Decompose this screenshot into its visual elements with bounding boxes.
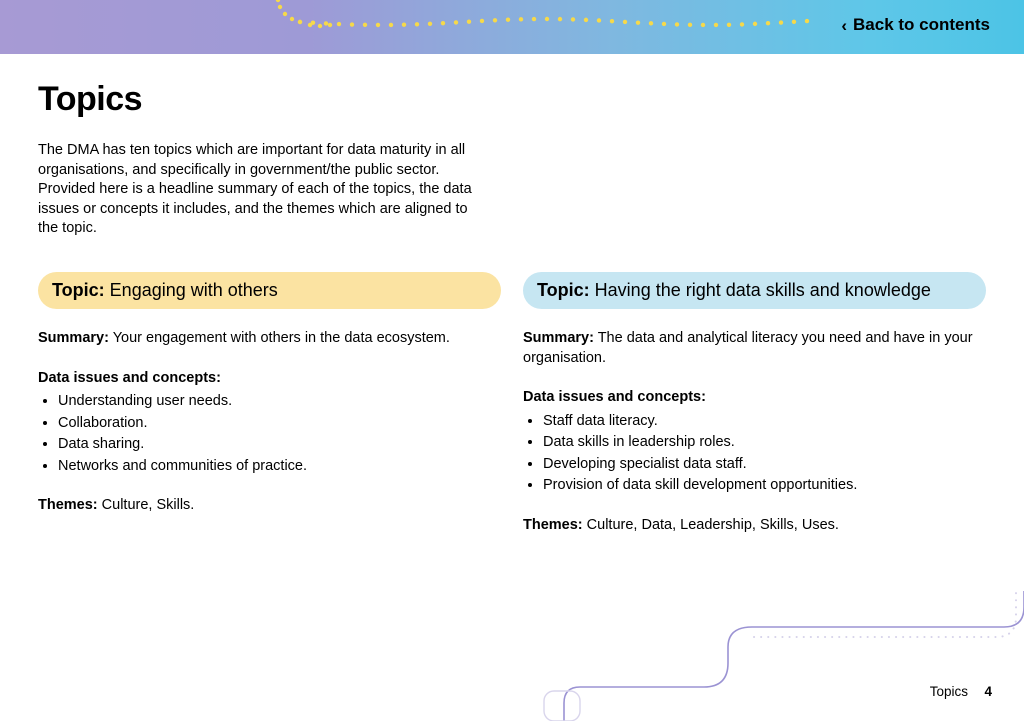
chevron-left-icon: ‹: [841, 17, 847, 34]
content-area: Topics The DMA has ten topics which are …: [38, 80, 986, 239]
issues-section: Data issues and concepts: Understanding …: [38, 369, 501, 477]
topic-columns: Topic: Engaging with others Summary: You…: [38, 272, 986, 536]
topic-pill: Topic: Engaging with others: [38, 272, 501, 309]
summary-section: Summary: The data and analytical literac…: [523, 329, 986, 368]
intro-paragraph: The DMA has ten topics which are importa…: [38, 141, 478, 239]
issues-label: Data issues and concepts:: [523, 388, 986, 408]
topic-pill-label: Topic:: [52, 280, 105, 300]
issues-section: Data issues and concepts: Staff data lit…: [523, 388, 986, 496]
summary-text: Your engagement with others in the data …: [113, 330, 450, 346]
back-link-label: Back to contents: [853, 15, 990, 35]
list-item: Data skills in leadership roles.: [543, 433, 986, 453]
summary-label: Summary:: [523, 330, 594, 346]
summary-section: Summary: Your engagement with others in …: [38, 329, 501, 349]
list-item: Understanding user needs.: [58, 392, 501, 412]
themes-label: Themes:: [523, 517, 583, 533]
topic-pill-label: Topic:: [537, 280, 590, 300]
issues-label: Data issues and concepts:: [38, 369, 501, 389]
issues-list: Staff data literacy. Data skills in lead…: [543, 412, 986, 496]
list-item: Staff data literacy.: [543, 412, 986, 432]
summary-label: Summary:: [38, 330, 109, 346]
topic-card: Topic: Having the right data skills and …: [523, 272, 986, 536]
list-item: Data sharing.: [58, 435, 501, 455]
themes-section: Themes: Culture, Skills.: [38, 496, 501, 516]
footer-section-label: Topics: [930, 684, 968, 699]
list-item: Collaboration.: [58, 414, 501, 434]
list-item: Provision of data skill development oppo…: [543, 476, 986, 496]
themes-section: Themes: Culture, Data, Leadership, Skill…: [523, 516, 986, 536]
themes-text: Culture, Data, Leadership, Skills, Uses.: [587, 517, 839, 533]
topic-pill-title: Engaging with others: [110, 280, 278, 300]
footer-page-number: 4: [984, 684, 992, 699]
page-root: ‹ Back to contents Topics The DMA has te…: [0, 0, 1024, 721]
topic-pill: Topic: Having the right data skills and …: [523, 272, 986, 309]
themes-label: Themes:: [38, 497, 98, 513]
topic-card: Topic: Engaging with others Summary: You…: [38, 272, 501, 536]
corner-swirl-decoration: [504, 591, 1024, 721]
themes-text: Culture, Skills.: [102, 497, 195, 513]
page-title: Topics: [38, 80, 986, 119]
list-item: Networks and communities of practice.: [58, 457, 501, 477]
back-to-contents-link[interactable]: ‹ Back to contents: [841, 15, 990, 35]
topic-pill-title: Having the right data skills and knowled…: [595, 280, 931, 300]
issues-list: Understanding user needs. Collaboration.…: [58, 392, 501, 476]
list-item: Developing specialist data staff.: [543, 455, 986, 475]
